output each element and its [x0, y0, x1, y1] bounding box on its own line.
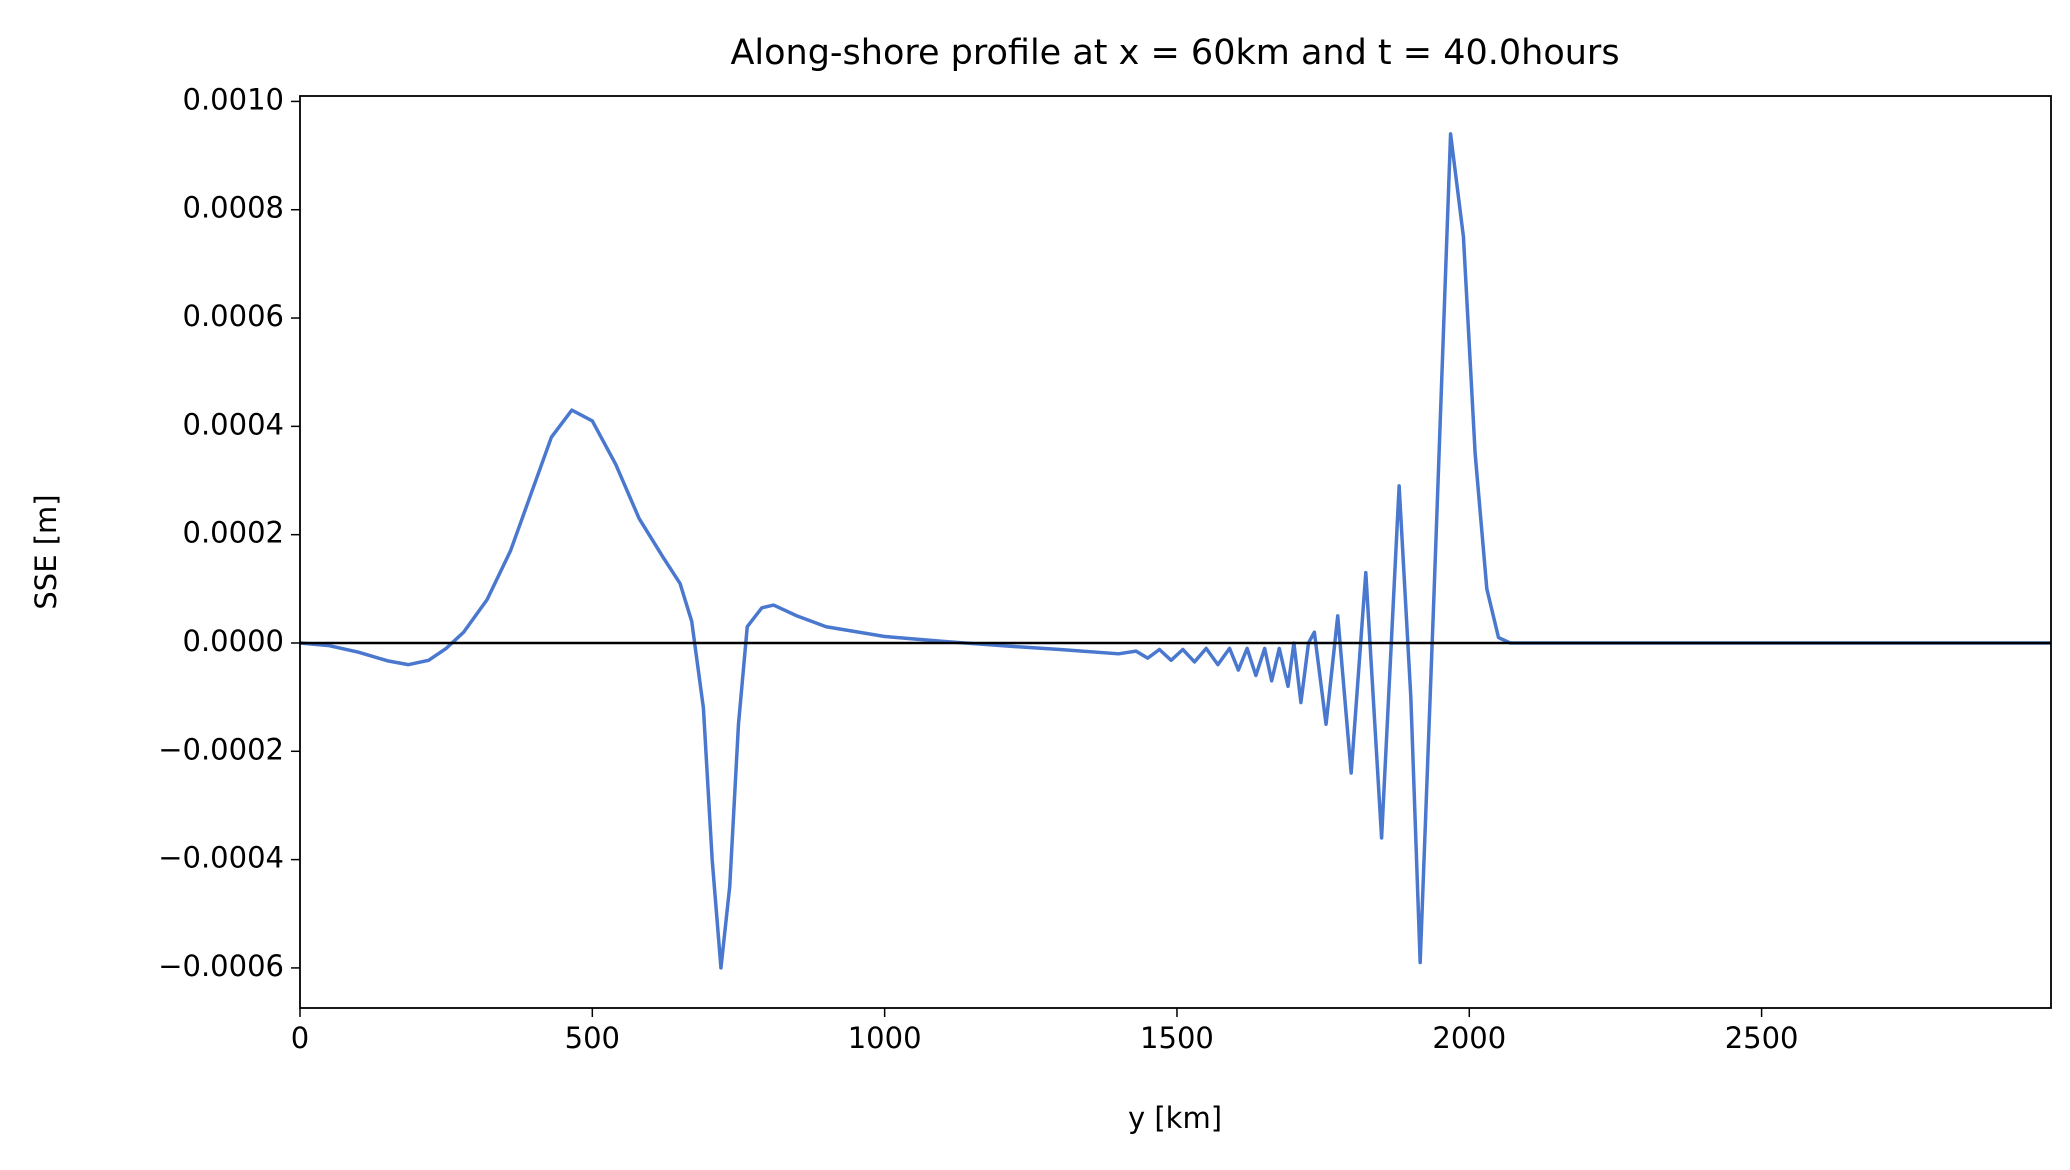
y-tick-label: 0.0010: [183, 82, 284, 116]
x-tick-label: 2000: [1432, 1021, 1506, 1055]
y-tick-label: 0.0004: [183, 407, 284, 441]
data-line: [299, 132, 2051, 970]
x-tick-label: 2500: [1725, 1021, 1799, 1055]
y-tick-label: 0.0008: [183, 191, 284, 225]
y-tick-label: 0.0000: [183, 624, 284, 658]
y-tick-label: −0.0002: [158, 732, 284, 766]
plot-frame: [299, 95, 2052, 1009]
y-tick-label: −0.0004: [158, 841, 284, 875]
chart-title: Along-shore profile at x = 60km and t = …: [730, 33, 1619, 73]
y-tick-label: −0.0006: [158, 949, 284, 983]
x-tick-label: 1500: [1140, 1021, 1214, 1055]
y-tick-label: 0.0002: [183, 516, 284, 550]
y-axis-label: SSE [m]: [29, 494, 63, 609]
x-tick-label: 0: [291, 1021, 309, 1055]
x-tick-label: 1000: [848, 1021, 922, 1055]
x-tick-label: 500: [565, 1021, 620, 1055]
x-axis-label: y [km]: [1128, 1101, 1222, 1135]
y-tick-label: 0.0006: [183, 299, 284, 333]
